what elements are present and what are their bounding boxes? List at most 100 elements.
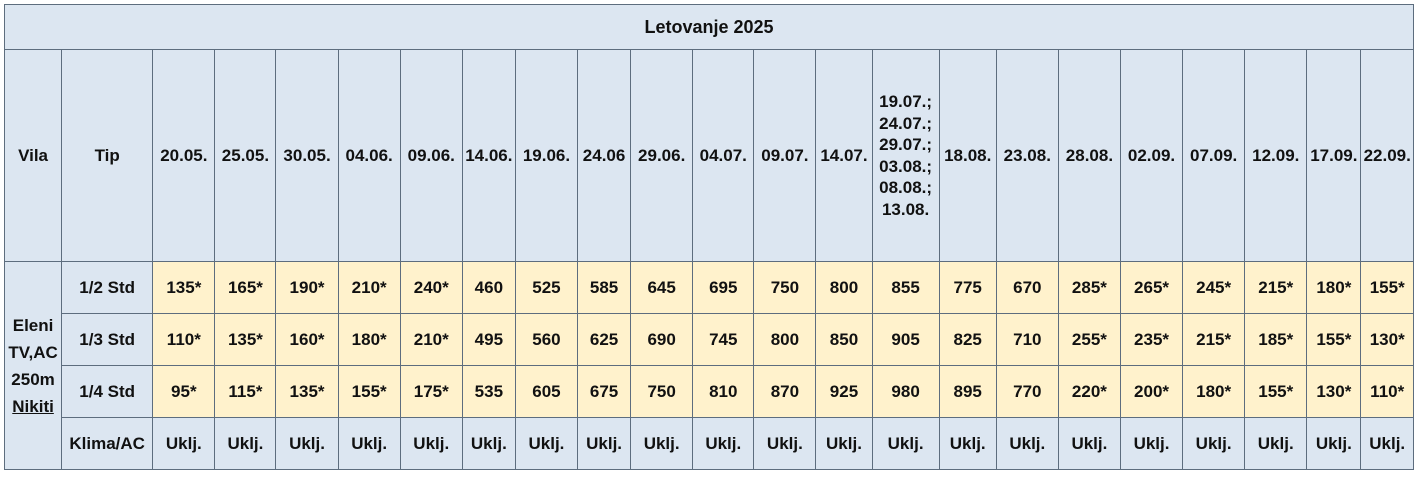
price-cell: 585: [577, 261, 632, 314]
price-cell: 210*: [337, 261, 401, 314]
price-cell: 185*: [1244, 313, 1308, 366]
klima-cell: Uklj.: [938, 417, 997, 470]
row-type: 1/3 Std: [61, 313, 154, 366]
klima-cell: Uklj.: [1182, 417, 1246, 470]
price-cell: 130*: [1360, 313, 1414, 366]
header-date: 02.09.: [1119, 49, 1184, 262]
header-date: 20.05.: [152, 49, 216, 262]
price-cell: 160*: [275, 313, 339, 366]
header-date: 29.06.: [630, 49, 694, 262]
price-cell: 255*: [1057, 313, 1121, 366]
row-type: Klima/AC: [61, 417, 154, 470]
price-cell: 850: [815, 313, 873, 366]
klima-cell: Uklj.: [630, 417, 694, 470]
klima-cell: Uklj.: [214, 417, 277, 470]
price-cell: 895: [938, 365, 997, 418]
price-cell: 135*: [275, 365, 339, 418]
vila-name: Eleni: [12, 315, 54, 335]
price-cell: 165*: [214, 261, 277, 314]
header-date-multi-line: 24.07.;: [879, 113, 933, 133]
klima-cell: Uklj.: [1057, 417, 1121, 470]
header-date: 24.06: [577, 49, 632, 262]
header-date: 04.07.: [692, 49, 755, 262]
price-cell: 810: [692, 365, 755, 418]
klima-cell: Uklj.: [815, 417, 873, 470]
price-cell: 710: [995, 313, 1059, 366]
klima-cell: Uklj.: [461, 417, 516, 470]
price-cell: 460: [461, 261, 516, 314]
klima-cell: Uklj.: [692, 417, 755, 470]
price-cell: 210*: [399, 313, 463, 366]
price-cell: 925: [815, 365, 873, 418]
price-cell: 180*: [1306, 261, 1362, 314]
price-cell: 95*: [152, 365, 216, 418]
klima-cell: Uklj.: [1306, 417, 1362, 470]
price-cell: 245*: [1182, 261, 1246, 314]
header-date-multi-line: 03.08.;: [879, 156, 933, 176]
header-tip: Tip: [61, 49, 154, 262]
klima-cell: Uklj.: [399, 417, 463, 470]
klima-cell: Uklj.: [1119, 417, 1184, 470]
price-cell: 190*: [275, 261, 339, 314]
klima-cell: Uklj.: [753, 417, 817, 470]
header-date: 22.09.: [1360, 49, 1414, 262]
klima-cell: Uklj.: [995, 417, 1059, 470]
header-date: 14.07.: [815, 49, 873, 262]
price-cell: 750: [630, 365, 694, 418]
price-cell: 495: [461, 313, 516, 366]
vila-features: TV,AC: [8, 342, 58, 362]
vila-location-link[interactable]: Nikiti: [12, 396, 54, 416]
price-cell: 235*: [1119, 313, 1184, 366]
price-cell: 200*: [1119, 365, 1184, 418]
header-date: 12.09.: [1244, 49, 1308, 262]
price-cell: 905: [871, 313, 940, 366]
header-date: 30.05.: [275, 49, 339, 262]
price-cell: 855: [871, 261, 940, 314]
price-cell: 605: [514, 365, 579, 418]
price-cell: 155*: [1360, 261, 1414, 314]
price-cell: 800: [815, 261, 873, 314]
table-row: 1/4 Std 95* 115* 135* 155* 175* 535 605 675 750 81…: [5, 365, 1414, 418]
header-date: 18.08.: [938, 49, 997, 262]
table-row: Eleni TV,AC 250m Nikiti 1/2 Std 135* 165* 190* 2…: [3, 261, 1414, 470]
table-title: Letovanje 2025: [4, 4, 1414, 50]
header-date: 09.07.: [753, 49, 817, 262]
header-date-multi-line: 29.07.;: [879, 135, 933, 154]
price-cell: 285*: [1057, 261, 1121, 314]
price-cell: 695: [692, 261, 755, 314]
header-date: 28.08.: [1057, 49, 1121, 262]
vila-cell: Eleni TV,AC 250m Nikiti: [3, 261, 63, 470]
header-date: 19.06.: [514, 49, 579, 262]
header-date-multi-line: 13.08.: [881, 199, 930, 219]
price-cell: 745: [692, 313, 755, 366]
klima-cell: Uklj.: [871, 417, 940, 470]
price-cell: 770: [995, 365, 1059, 418]
row-type: 1/4 Std: [61, 365, 154, 418]
price-cell: 750: [753, 261, 817, 314]
klima-cell: Uklj.: [1244, 417, 1308, 470]
klima-cell: Uklj.: [337, 417, 401, 470]
price-table: Letovanje 2025 Vila Tip 20.05. 25.05. 30.0…: [3, 4, 1414, 470]
price-cell: 130*: [1306, 365, 1362, 418]
klima-cell: Uklj.: [152, 417, 216, 470]
header-date: 14.06.: [461, 49, 516, 262]
klima-cell: Uklj.: [577, 417, 632, 470]
header-date-multi: 19.07.; 24.07.; 29.07.; 03.08.; 08.08.; 13.08…: [871, 49, 940, 262]
header-date-multi-line: 08.08.;: [879, 178, 933, 197]
price-cell: 215*: [1182, 313, 1246, 366]
header-vila: Vila: [3, 49, 63, 262]
header-date-multi-line: 19.07.;: [879, 92, 933, 111]
price-cell: 180*: [1182, 365, 1246, 418]
vila-distance: 250m: [11, 369, 55, 389]
price-cell: 825: [938, 313, 997, 366]
price-cell: 645: [630, 261, 694, 314]
price-cell: 155*: [337, 365, 401, 418]
price-cell: 155*: [1306, 313, 1362, 366]
price-cell: 240*: [399, 261, 463, 314]
table-row: 1/3 Std 110* 135* 160* 180* 210* 495 560 625 690 7…: [5, 313, 1414, 366]
price-cell: 535: [461, 365, 516, 418]
price-cell: 560: [514, 313, 579, 366]
table-row: Klima/AC Uklj. Uklj. Uklj. Uklj. Uklj. Uklj. Uk…: [5, 417, 1414, 470]
header-date: 23.08.: [995, 49, 1059, 262]
price-cell: 670: [995, 261, 1059, 314]
